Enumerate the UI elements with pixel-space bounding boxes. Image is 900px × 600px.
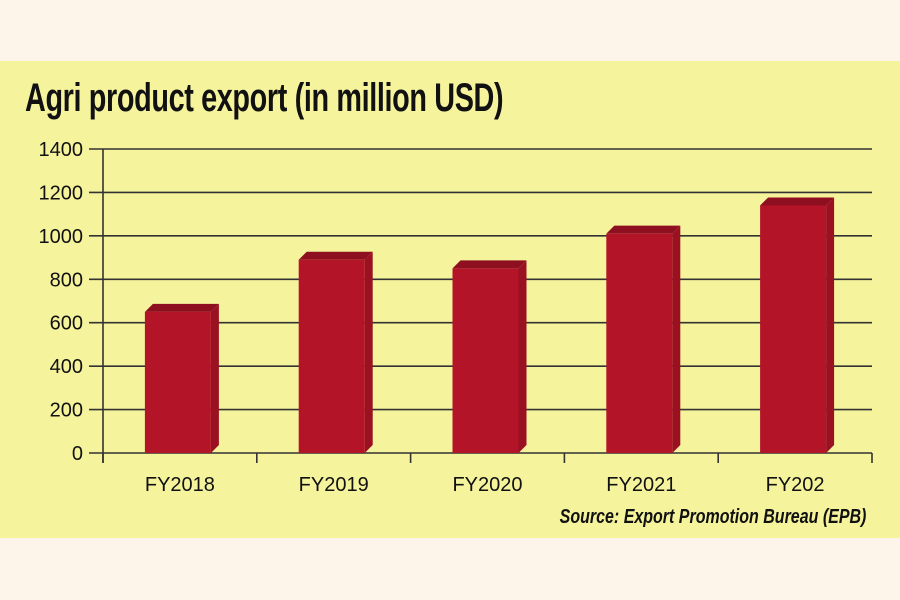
bar-top	[452, 260, 527, 269]
y-tick-label: 1200	[39, 182, 84, 204]
bar-fy2019	[298, 259, 365, 453]
bar-top	[298, 251, 373, 260]
y-tick-label: 800	[50, 269, 83, 291]
x-tick-label: FY2019	[299, 474, 369, 496]
bar-fy202	[760, 205, 827, 453]
x-tick-label: FY2021	[606, 474, 676, 496]
bar-side	[826, 197, 835, 453]
bar-top	[144, 303, 219, 312]
bar-side	[672, 225, 681, 453]
bar-top	[760, 197, 835, 206]
bar-fy2021	[606, 233, 673, 453]
bar-top	[606, 225, 681, 234]
x-tick-label: FY2018	[145, 474, 215, 496]
y-tick-label: 600	[50, 313, 83, 335]
x-tick-label: FY2020	[452, 474, 522, 496]
y-tick-label: 1400	[39, 139, 84, 161]
y-tick-label: 200	[50, 400, 83, 422]
chart-panel	[0, 61, 900, 538]
bar-side	[210, 303, 219, 453]
bar-fy2018	[144, 311, 211, 453]
chart-title: Agri product export (in million USD)	[25, 76, 504, 120]
bar-side	[518, 260, 527, 453]
x-tick-label: FY202	[766, 474, 825, 496]
bar-fy2020	[452, 268, 519, 453]
y-tick-label: 1000	[39, 226, 84, 248]
y-tick-label: 0	[72, 443, 83, 465]
y-tick-label: 400	[50, 356, 83, 378]
bar-side	[364, 251, 373, 453]
source-note: Source: Export Promotion Bureau (EPB)	[559, 506, 866, 528]
